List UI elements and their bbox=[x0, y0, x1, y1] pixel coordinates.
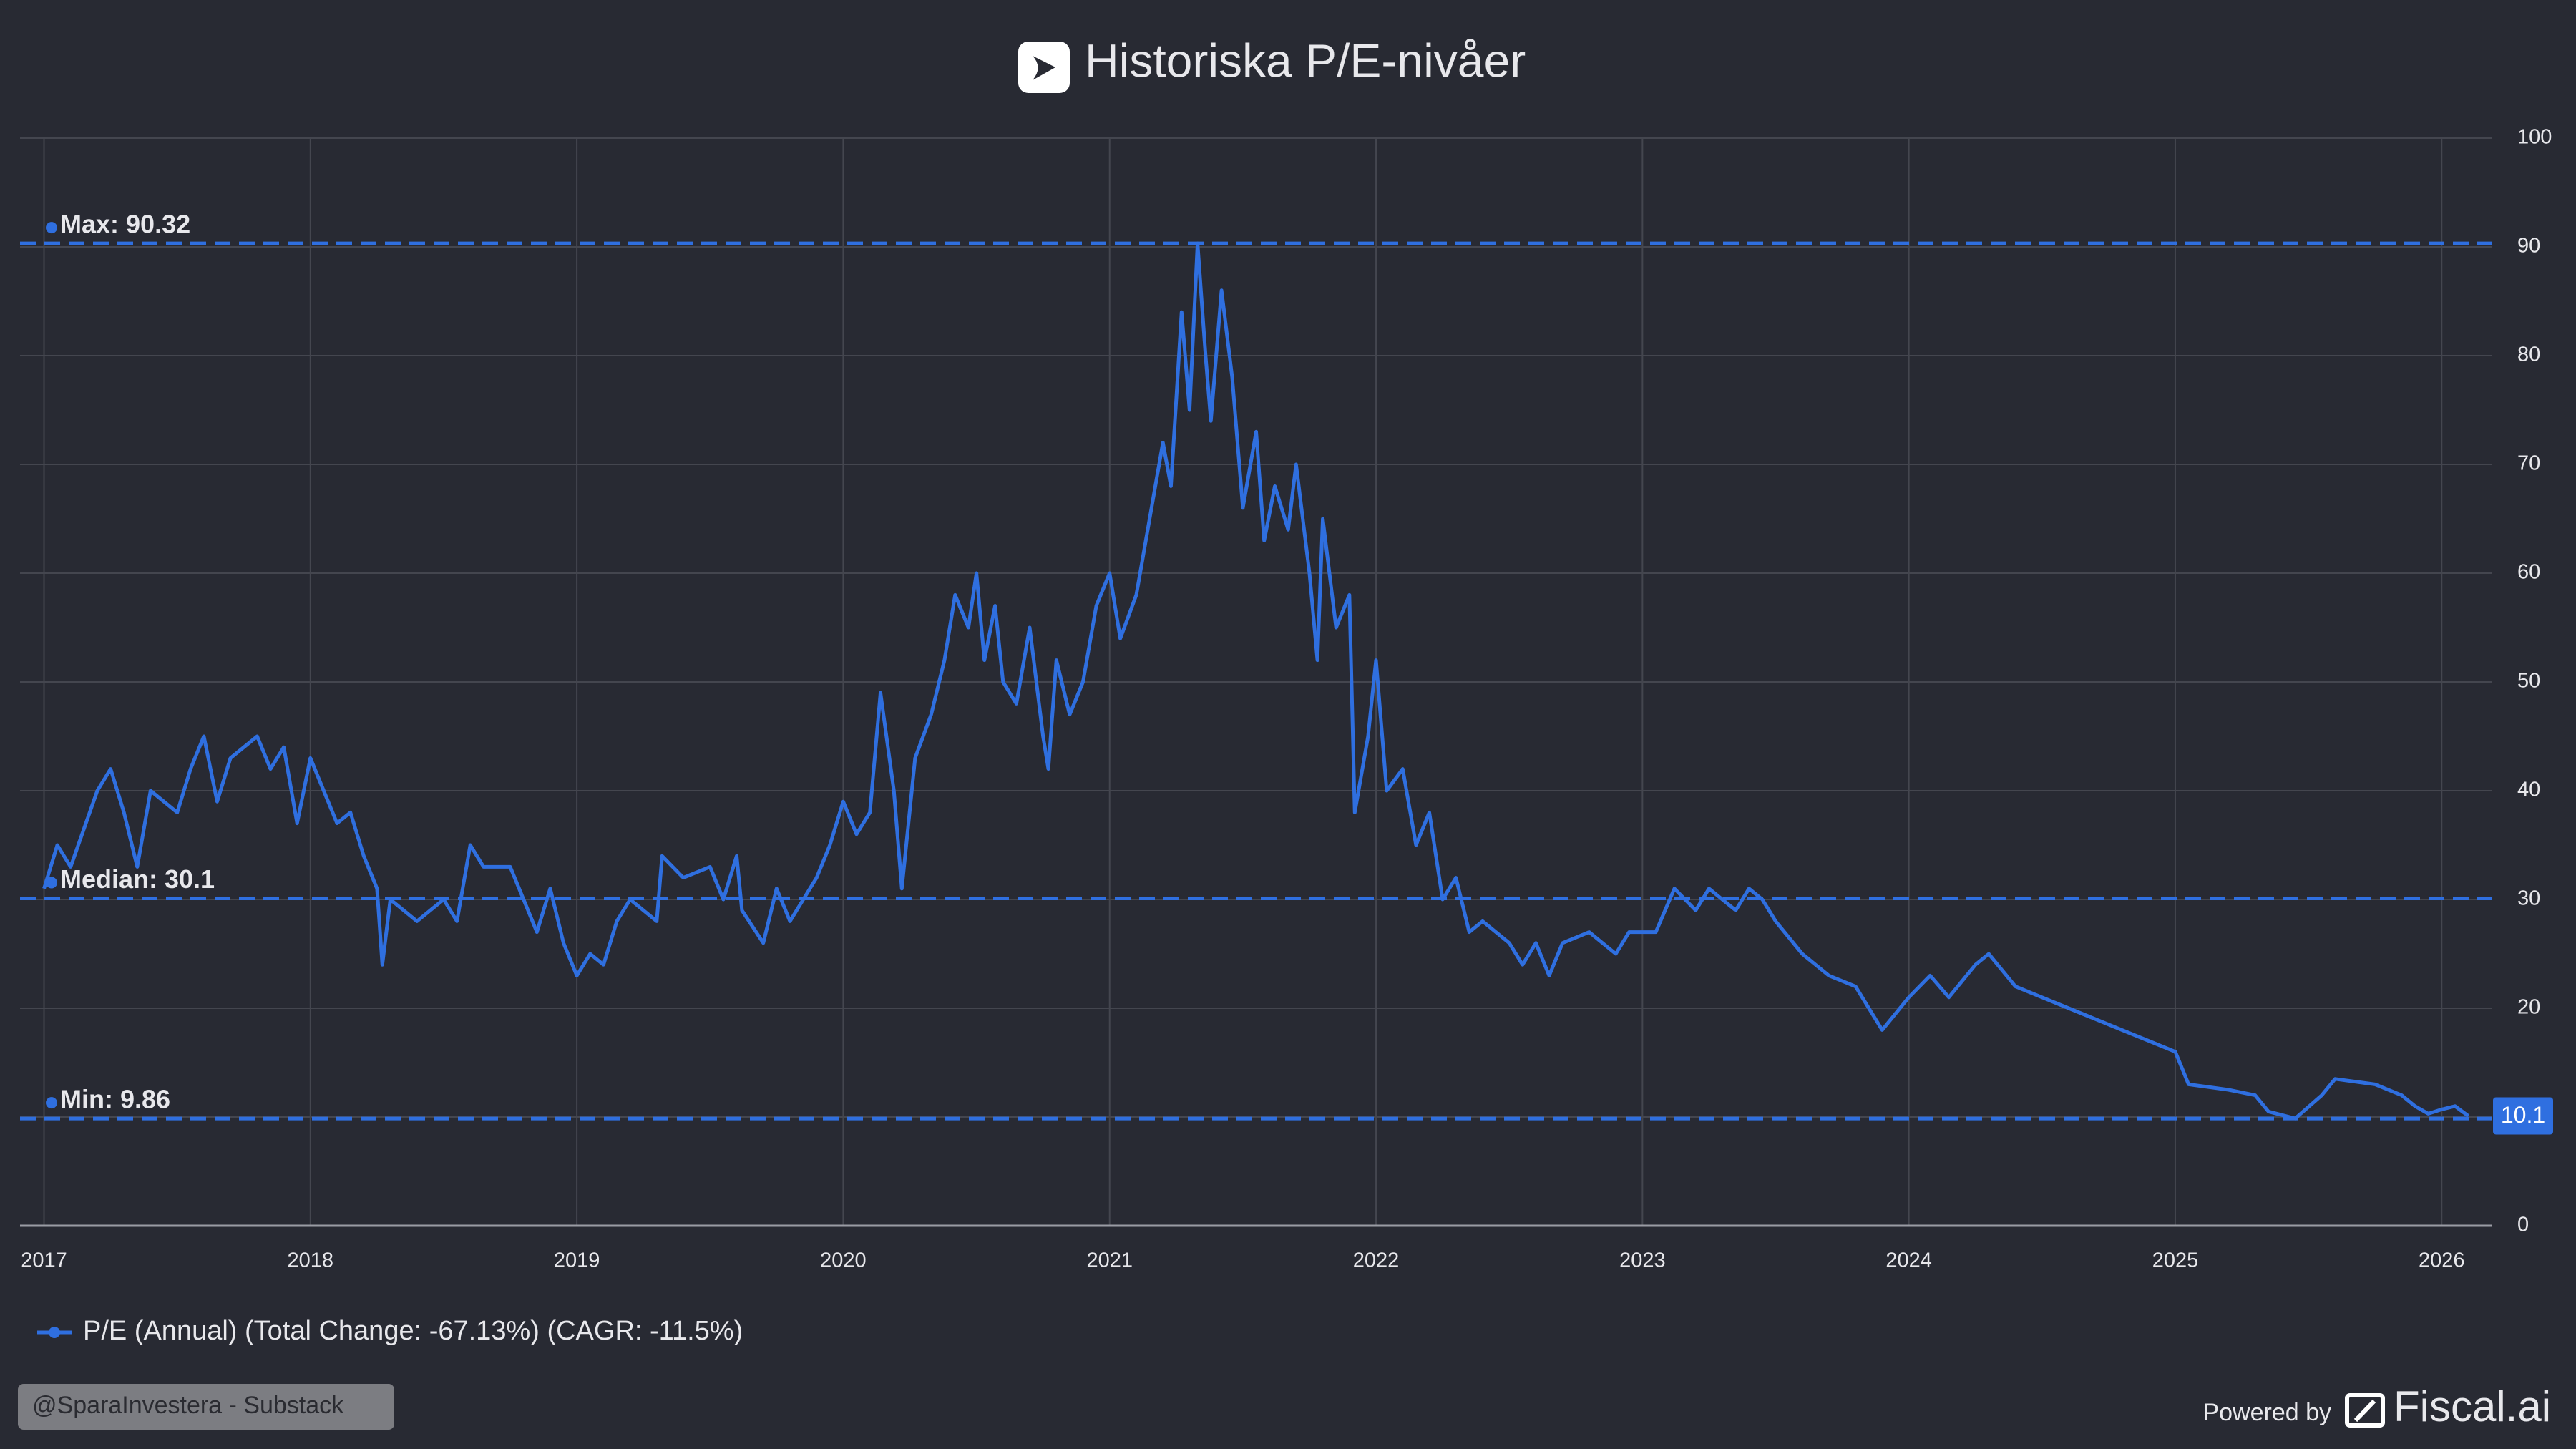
reference-label: Median: 30.1 bbox=[60, 864, 215, 894]
x-tick-label: 2021 bbox=[1086, 1249, 1133, 1272]
last-value-badge bbox=[2493, 1097, 2553, 1135]
y-tick-label: 40 bbox=[2517, 779, 2540, 801]
y-tick-label: 20 bbox=[2517, 996, 2540, 1019]
x-tick-label: 2023 bbox=[1619, 1249, 1666, 1272]
brand-icon-stroke bbox=[2353, 1399, 2376, 1423]
watermark: @SparaInvestera - Substack bbox=[32, 1392, 344, 1419]
x-tick-label: 2019 bbox=[554, 1249, 600, 1272]
x-tick-label: 2017 bbox=[21, 1249, 67, 1272]
reference-label: Min: 9.86 bbox=[60, 1085, 170, 1114]
reference-marker bbox=[46, 877, 57, 889]
y-tick-label: 50 bbox=[2517, 670, 2540, 693]
reference-label: Max: 90.32 bbox=[60, 210, 190, 239]
credit: Powered by bbox=[2202, 1399, 2331, 1426]
brand-icon bbox=[2345, 1393, 2385, 1428]
data-line bbox=[42, 241, 2469, 1121]
y-tick-label: 30 bbox=[2517, 887, 2540, 910]
watermark-box bbox=[18, 1384, 394, 1430]
x-tick-label: 2024 bbox=[1885, 1249, 1932, 1272]
legend-marker bbox=[49, 1327, 60, 1338]
reference-marker bbox=[46, 1097, 57, 1109]
chart-title: Historiska P/E-nivåer bbox=[1085, 34, 1526, 87]
y-tick-label: 0 bbox=[2517, 1214, 2529, 1236]
y-tick-label: 80 bbox=[2517, 343, 2540, 366]
last-value-label: 10.1 bbox=[2501, 1102, 2545, 1128]
x-tick-label: 2026 bbox=[2419, 1249, 2465, 1272]
x-tick-label: 2025 bbox=[2152, 1249, 2199, 1272]
brand: Fiscal.ai bbox=[2394, 1382, 2551, 1430]
y-tick-label: 70 bbox=[2517, 452, 2540, 475]
legend-label: P/E (Annual) (Total Change: -67.13%) (CA… bbox=[83, 1316, 743, 1346]
title-icon-glyph bbox=[1033, 56, 1055, 80]
plot-area: 0102030405060708090100201720182019202020… bbox=[20, 126, 2553, 1272]
reference-marker bbox=[46, 222, 57, 234]
x-tick-label: 2020 bbox=[820, 1249, 867, 1272]
x-tick-label: 2022 bbox=[1353, 1249, 1400, 1272]
y-tick-label: 100 bbox=[2517, 126, 2552, 149]
y-tick-label: 60 bbox=[2517, 561, 2540, 584]
x-tick-label: 2018 bbox=[288, 1249, 334, 1272]
y-tick-label: 90 bbox=[2517, 235, 2540, 258]
